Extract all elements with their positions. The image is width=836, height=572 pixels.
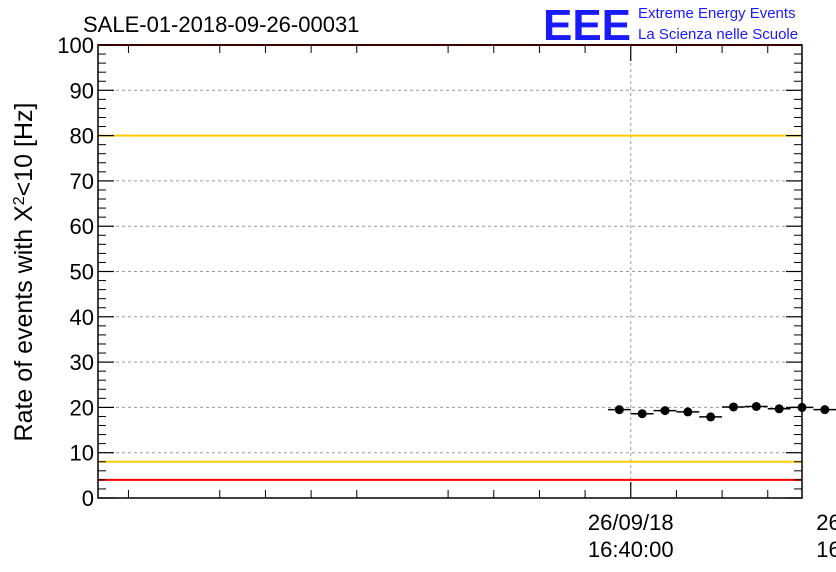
data-point-marker bbox=[706, 412, 716, 422]
y-tick-label: 20 bbox=[70, 395, 94, 420]
logo-line-2: La Scienza nelle Scuole bbox=[638, 26, 798, 43]
data-point-marker bbox=[683, 407, 693, 417]
data-points bbox=[607, 401, 836, 422]
x-tick-label-time: 16:40:00 bbox=[588, 537, 674, 562]
chart-title: SALE-01-2018-09-26-00031 bbox=[83, 12, 359, 37]
y-tick-label: 50 bbox=[70, 260, 94, 285]
data-point bbox=[607, 405, 631, 415]
reference-lines bbox=[98, 44, 802, 481]
data-point-marker bbox=[729, 402, 739, 412]
eee-logo: EEE Extreme Energy Events La Scienza nel… bbox=[543, 1, 798, 50]
y-tick-label: 60 bbox=[70, 214, 94, 239]
y-axis-title-main: Rate of events with X bbox=[10, 205, 38, 442]
data-point bbox=[744, 401, 768, 411]
y-axis-title: Rate of events with X2<10 [Hz] bbox=[10, 103, 38, 442]
y-tick-label: 90 bbox=[70, 78, 94, 103]
data-point-marker bbox=[614, 405, 624, 415]
data-point bbox=[722, 402, 745, 412]
data-point-marker bbox=[637, 409, 647, 419]
y-tick-label: 0 bbox=[82, 486, 94, 511]
x-tick-labels: 26/09/1816:40:0026/09/1816:50:0026/09/18… bbox=[588, 510, 836, 562]
data-point bbox=[630, 409, 654, 419]
y-tick-label: 70 bbox=[70, 169, 94, 194]
data-point bbox=[767, 404, 791, 414]
x-tick-label-time: 16:50:00 bbox=[816, 537, 836, 562]
y-tick-label: 40 bbox=[70, 305, 94, 330]
data-point bbox=[653, 406, 677, 416]
y-axis-title-rest: <10 [Hz] bbox=[10, 103, 38, 197]
data-point-marker bbox=[774, 404, 784, 414]
x-tick-label-date: 26/09/18 bbox=[588, 510, 674, 535]
plot-frame bbox=[97, 44, 803, 499]
data-point bbox=[699, 412, 723, 422]
logo-mark: EEE bbox=[543, 1, 631, 50]
grid bbox=[98, 45, 802, 498]
data-point-marker bbox=[820, 405, 830, 415]
y-tick-label: 30 bbox=[70, 350, 94, 375]
data-point-marker bbox=[751, 401, 761, 411]
data-point bbox=[676, 407, 700, 417]
data-point bbox=[813, 405, 836, 415]
x-tick-label-date: 26/09/18 bbox=[816, 510, 836, 535]
y-axis-title-sup: 2 bbox=[11, 196, 28, 205]
y-tick-label: 10 bbox=[70, 441, 94, 466]
y-tick-label: 100 bbox=[57, 33, 94, 58]
data-point-marker bbox=[660, 406, 670, 416]
y-tick-label: 80 bbox=[70, 124, 94, 149]
y-tick-labels: 0 10 20 30 40 50 60 70 80 90 100 bbox=[57, 33, 94, 511]
logo-line-1: Extreme Energy Events bbox=[638, 5, 796, 22]
